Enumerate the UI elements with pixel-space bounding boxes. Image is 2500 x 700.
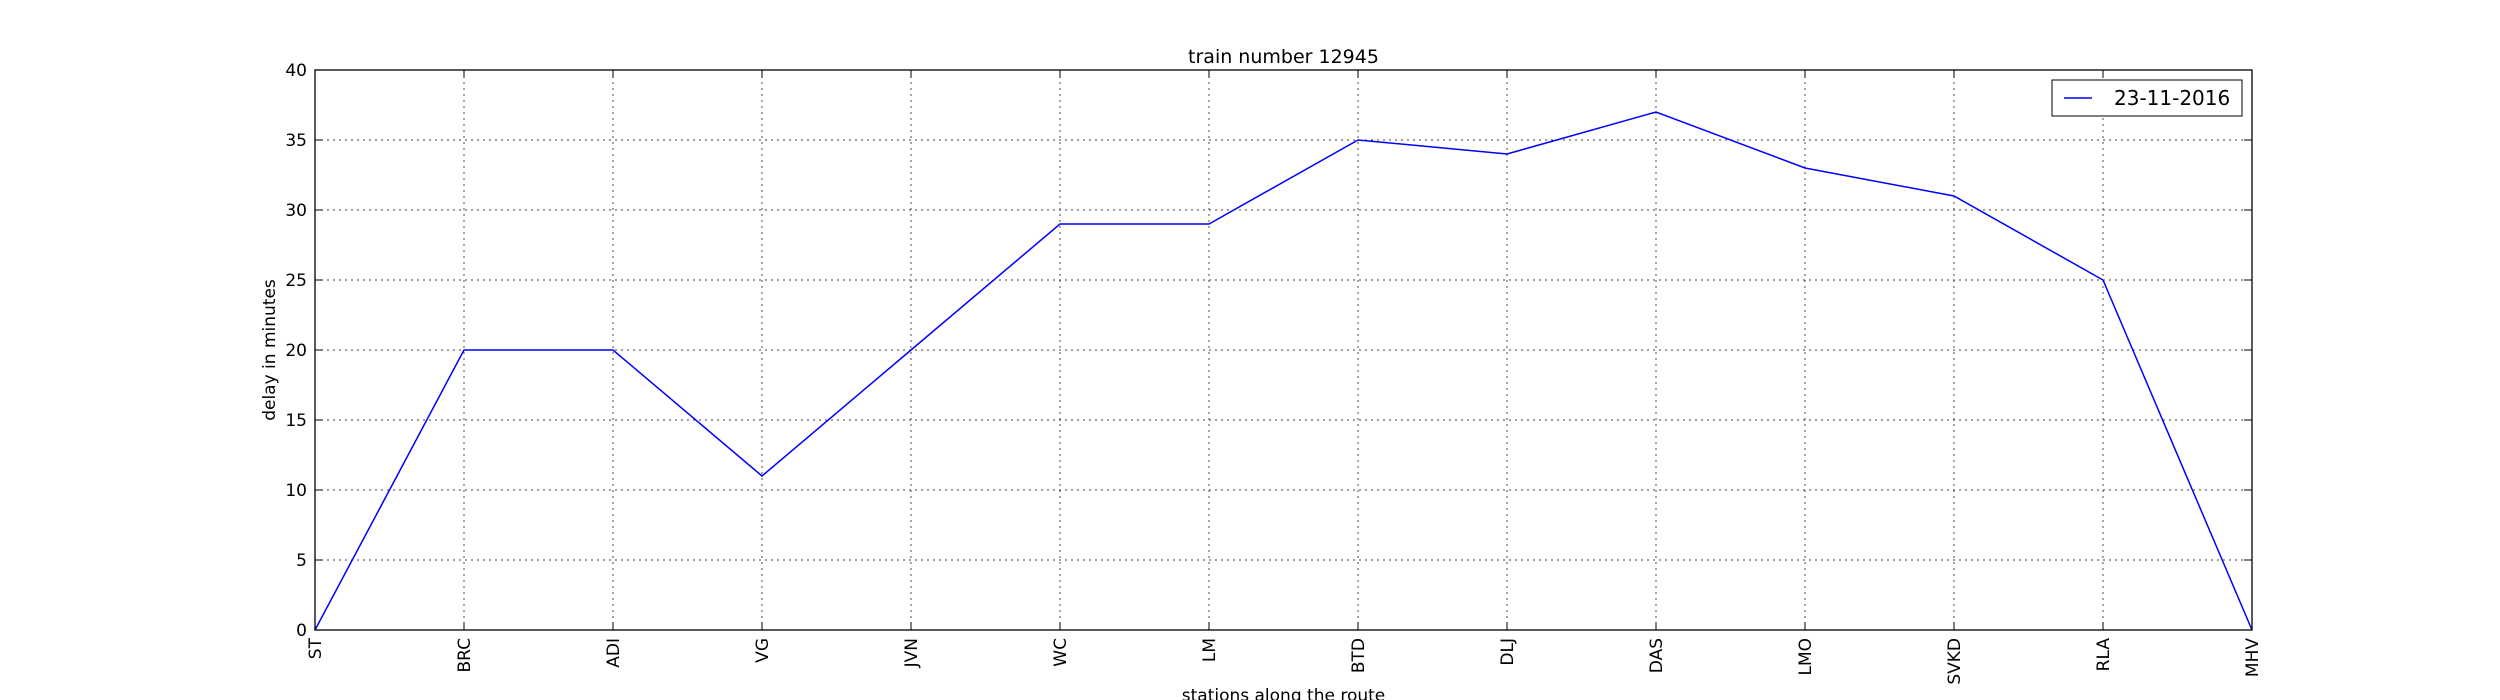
x-tick-label: BTD [1349,638,1369,673]
y-tick-label: 15 [285,411,307,431]
x-tick-label: DLJ [1498,638,1518,666]
y-tick-label: 5 [296,551,307,571]
y-tick-label: 30 [285,201,307,221]
series-line [314,111,2253,631]
x-tick-label: LM [1200,638,1220,662]
x-tick-label: WC [1051,638,1071,667]
x-tick-label: JVN [902,638,922,668]
axis-ticks: 0 5 10 15 20 25 30 35 40 ST BRC ADI VG JVN WC LM BTD DLJ D… [285,61,2263,685]
y-tick-label: 40 [285,61,307,81]
x-tick-label: VG [753,638,773,663]
x-tick-label: SVKD [1945,638,1965,685]
x-tick-label: ST [306,637,326,659]
x-tick-label: LMO [1796,638,1816,676]
legend: 23-11-2016 [2051,79,2243,117]
y-tick-label: 35 [285,131,307,151]
x-axis-label: stations along the route [1182,686,1386,700]
series-lines [314,111,2253,631]
y-tick-label: 25 [285,271,307,291]
y-tick-label: 20 [285,341,307,361]
x-tick-label: DAS [1647,638,1667,673]
legend-label: 23-11-2016 [2114,86,2230,110]
y-tick-label: 10 [285,481,307,501]
y-tick-label: 0 [296,621,307,641]
x-tick-label: MHV [2243,638,2263,677]
y-axis-label: delay in minutes [260,279,280,421]
chart-title: train number 12945 [1188,46,1379,68]
x-tick-label: RLA [2094,638,2114,672]
x-tick-label: ADI [604,638,624,668]
x-tick-label: BRC [455,638,475,673]
